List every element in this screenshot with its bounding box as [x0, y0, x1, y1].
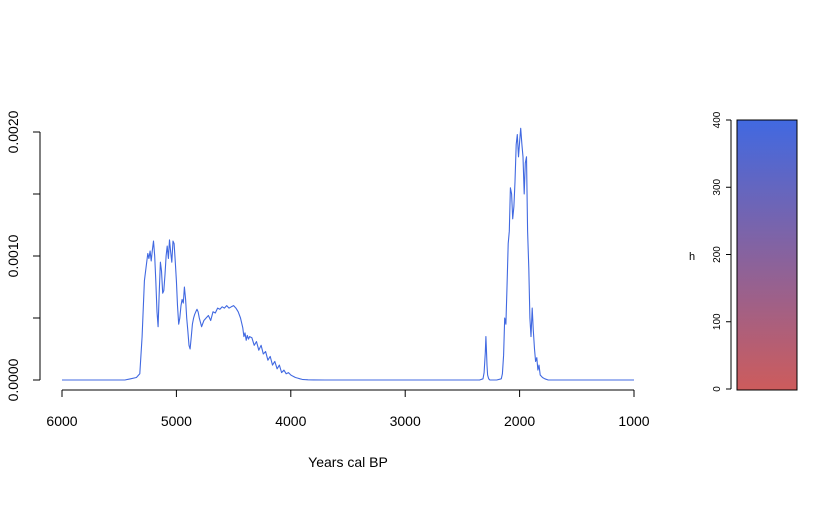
series-line [62, 127, 634, 381]
plot-area [62, 127, 634, 381]
colorbar-gradient [736, 119, 798, 391]
colorbar: h 0 100 200 300 400 [689, 111, 798, 392]
colorbar-tick-label: 200 [712, 246, 723, 263]
y-tick-label: 0.0010 [5, 234, 21, 277]
x-tick-label: 4000 [275, 413, 306, 429]
x-axis: 6000 5000 4000 3000 2000 1000 [46, 389, 650, 429]
x-tick-label: 2000 [504, 413, 535, 429]
colorbar-tick-label: 300 [712, 178, 723, 195]
x-tick-label: 6000 [46, 413, 77, 429]
y-tick-label: 0.0000 [5, 358, 21, 401]
colorbar-tick-label: 0 [712, 386, 723, 392]
x-tick-label: 3000 [390, 413, 421, 429]
y-tick-label: 0.0020 [5, 110, 21, 153]
x-axis-title: Years cal BP [308, 454, 388, 470]
x-tick-label: 5000 [161, 413, 192, 429]
colorbar-tick-label: 100 [712, 313, 723, 330]
colorbar-label: h [689, 251, 695, 263]
y-axis: 0.0000 0.0010 0.0020 [5, 110, 41, 401]
x-tick-label: 1000 [618, 413, 649, 429]
colorbar-tick-label: 400 [712, 111, 723, 128]
